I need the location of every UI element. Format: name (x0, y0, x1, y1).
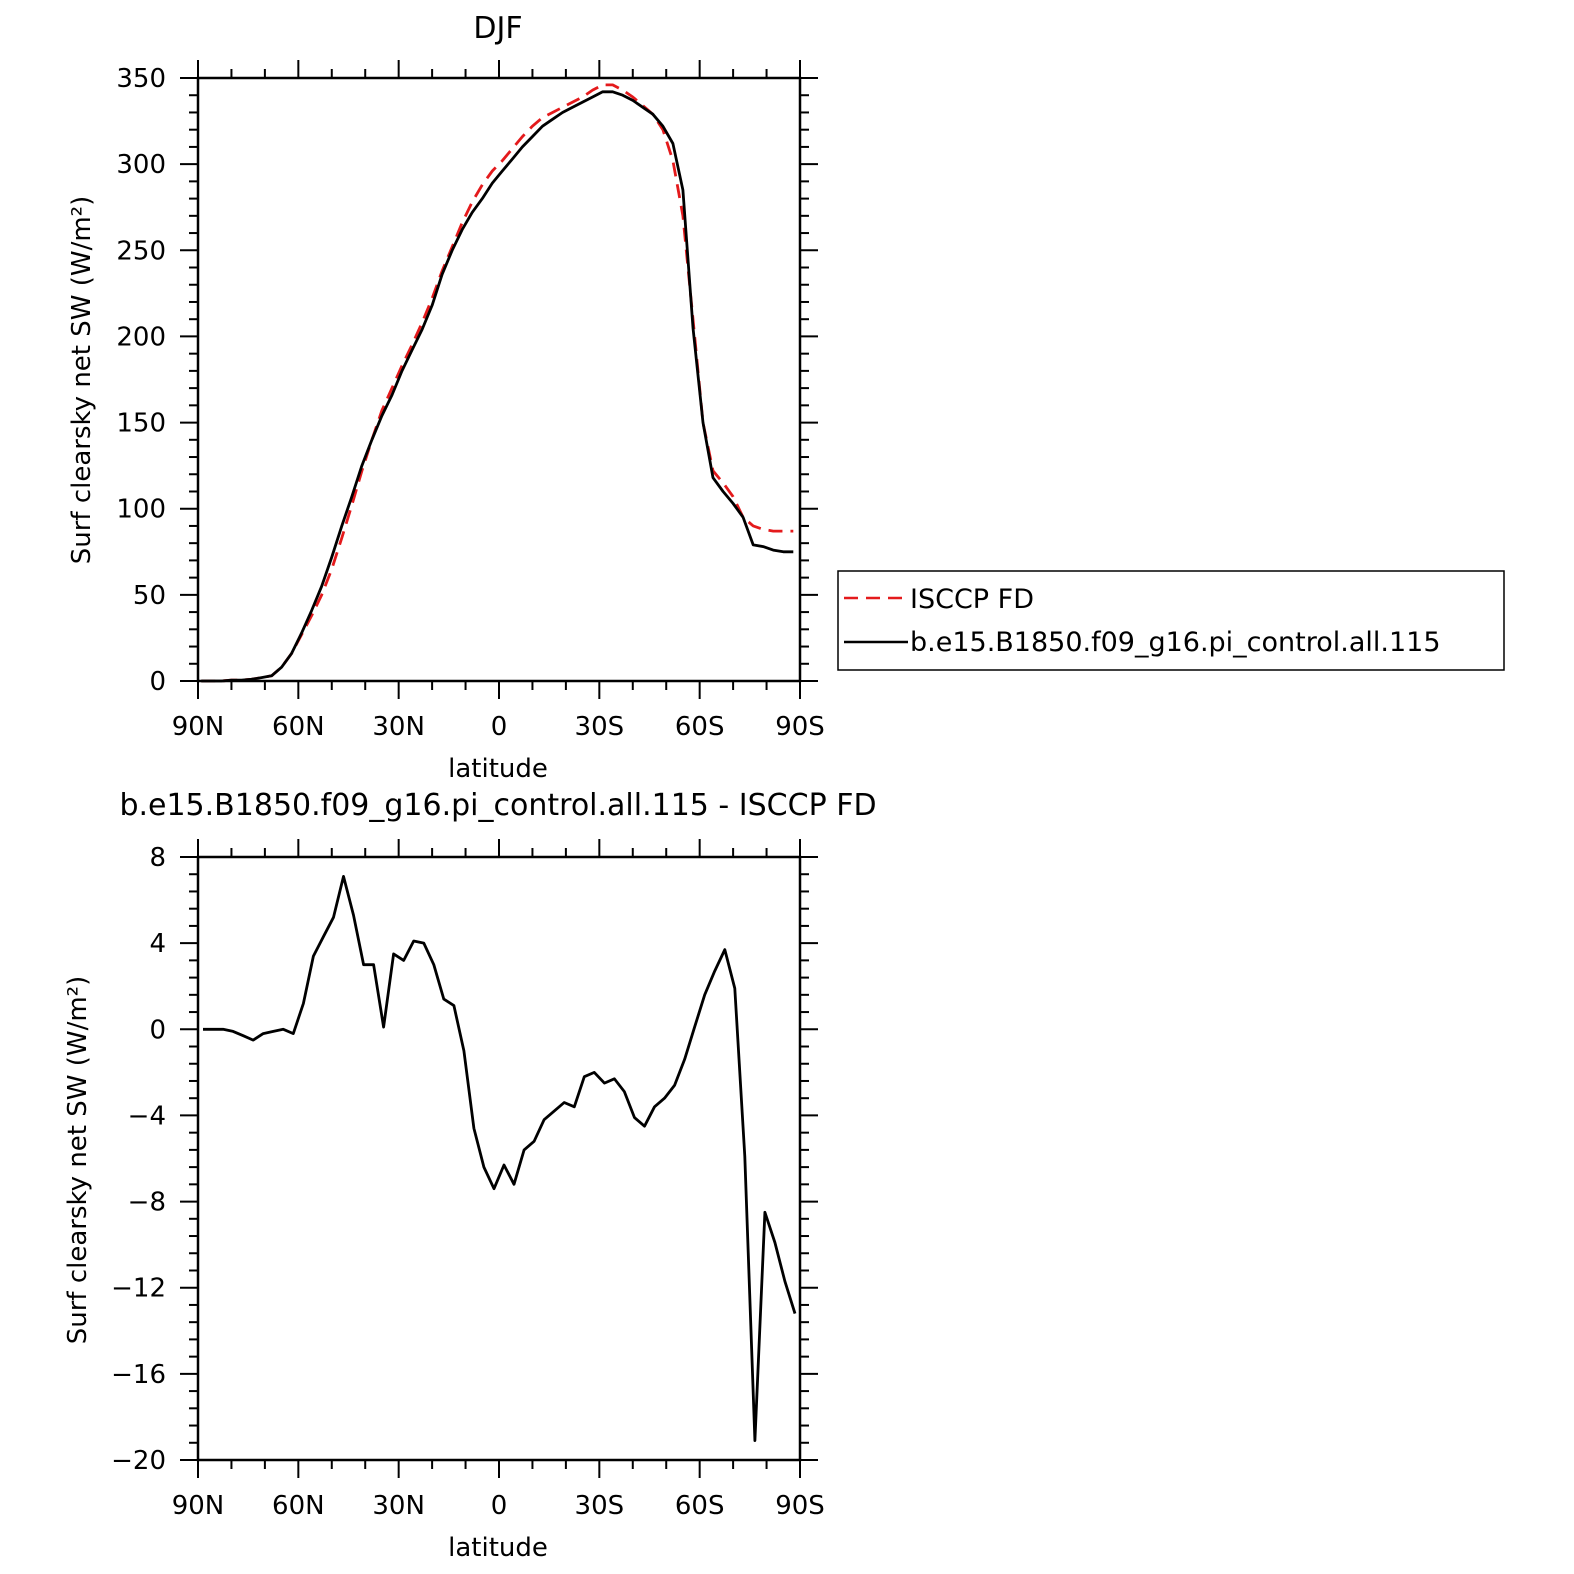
top-axis-ticks (180, 60, 818, 699)
top-panel: DJF 0 50 100 150 200 250 300 350 90N 60N 30N 0 30S 6… (67, 11, 1505, 784)
x-tick-label: 30N (372, 1491, 425, 1521)
y-tick-label: 4 (149, 929, 166, 959)
y-tick-label: 8 (149, 843, 166, 873)
bottom-y-tick-labels: −20 −16 −12 −8 −4 0 4 8 (111, 843, 166, 1476)
y-tick-label: 250 (116, 236, 166, 266)
y-tick-label: −16 (111, 1360, 166, 1390)
legend: ISCCP FD b.e15.B1850.f09_g16.pi_control.… (837, 570, 1505, 671)
x-tick-label: 90N (172, 1491, 225, 1521)
top-series-line-1 (201, 90, 794, 683)
bottom-series-group (203, 875, 797, 1442)
top-y-axis-label: Surf clearsky net SW (W/m²) (67, 196, 97, 564)
bottom-chart-title: b.e15.B1850.f09_g16.pi_control.all.115 -… (119, 788, 876, 823)
bottom-series-line-0 (203, 875, 797, 1442)
legend-label-model: b.e15.B1850.f09_g16.pi_control.all.115 (910, 627, 1441, 658)
x-tick-label: 60N (272, 1491, 325, 1521)
x-tick-label: 60N (272, 712, 325, 742)
bottom-x-tick-labels: 90N 60N 30N 0 30S 60S 90S (172, 1491, 825, 1521)
top-series-line-0 (201, 83, 794, 683)
top-x-tick-labels: 90N 60N 30N 0 30S 60S 90S (172, 712, 825, 742)
x-tick-label: 90S (775, 712, 825, 742)
bottom-axis-ticks (180, 839, 818, 1478)
y-tick-label: 300 (116, 150, 166, 180)
top-plot-frame (196, 76, 802, 683)
legend-box (837, 570, 1505, 671)
bottom-panel: b.e15.B1850.f09_g16.pi_control.all.115 -… (63, 788, 877, 1563)
x-tick-label: 0 (491, 1491, 508, 1521)
x-tick-label: 30S (575, 1491, 625, 1521)
x-tick-label: 30S (575, 712, 625, 742)
top-chart-title: DJF (473, 11, 522, 46)
y-tick-label: 150 (116, 409, 166, 439)
y-tick-label: −4 (128, 1101, 166, 1131)
bottom-plot-frame (196, 855, 802, 1462)
top-series-group (201, 83, 794, 683)
y-tick-label: 50 (133, 581, 166, 611)
x-tick-label: 90N (172, 712, 225, 742)
y-tick-label: 0 (149, 1015, 166, 1045)
top-y-tick-labels: 0 50 100 150 200 250 300 350 (116, 64, 166, 697)
y-tick-label: 350 (116, 64, 166, 94)
y-tick-label: 0 (149, 667, 166, 697)
x-tick-label: 60S (675, 1491, 725, 1521)
x-tick-label: 30N (372, 712, 425, 742)
y-tick-label: −20 (111, 1446, 166, 1476)
bottom-x-axis-label: latitude (448, 1533, 548, 1563)
y-tick-label: −8 (128, 1188, 166, 1218)
x-tick-label: 60S (675, 712, 725, 742)
bottom-y-axis-label: Surf clearsky net SW (W/m²) (63, 976, 93, 1344)
y-tick-label: 100 (116, 495, 166, 525)
x-tick-label: 90S (775, 1491, 825, 1521)
y-tick-label: −12 (111, 1274, 166, 1304)
x-tick-label: 0 (491, 712, 508, 742)
y-tick-label: 200 (116, 322, 166, 352)
top-x-axis-label: latitude (448, 754, 548, 784)
legend-label-isccp: ISCCP FD (910, 584, 1034, 615)
